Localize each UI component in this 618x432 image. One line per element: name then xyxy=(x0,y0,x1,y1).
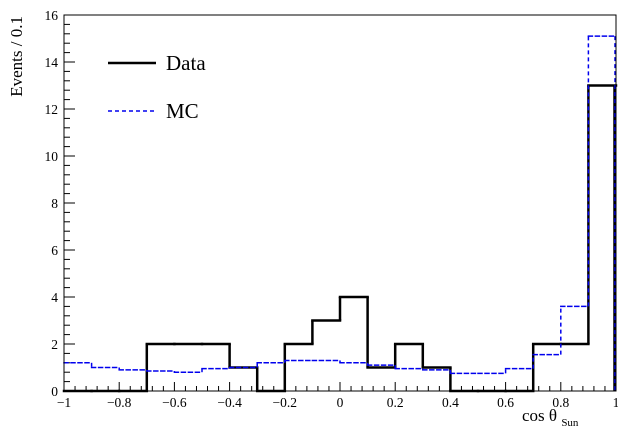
series-layer xyxy=(62,35,618,393)
tick-labels: −1 −0.8 −0.6 −0.4 −0.2 0 0.2 0.4 0.6 0.8 102468101… xyxy=(45,8,618,410)
y-tick-label: 4 xyxy=(51,290,58,305)
x-tick-label: 0.8 xyxy=(552,395,569,410)
legend: Data MC xyxy=(108,51,206,123)
y-tick-label: 16 xyxy=(45,8,59,23)
y-tick-label: 2 xyxy=(51,337,58,352)
x-tick-label: −1 xyxy=(57,395,71,410)
x-tick-label: 0.2 xyxy=(387,395,404,410)
x-tick-label: −0.2 xyxy=(273,395,298,410)
legend-label-mc: MC xyxy=(166,99,199,123)
y-tick-label: 12 xyxy=(45,102,59,117)
y-tick-label: 6 xyxy=(51,243,58,258)
x-tick-label: −0.8 xyxy=(107,395,132,410)
series-mc xyxy=(63,35,617,391)
x-tick-label: 1 xyxy=(613,395,618,410)
axis-ticks xyxy=(63,14,617,392)
plot-frame xyxy=(63,14,617,392)
y-tick-label: 14 xyxy=(45,55,59,70)
y-axis-label: Events / 0.1 xyxy=(7,16,26,97)
x-tick-label: 0.4 xyxy=(442,395,459,410)
x-tick-label: 0.6 xyxy=(497,395,514,410)
y-tick-label: 8 xyxy=(51,196,58,211)
y-tick-label: 0 xyxy=(51,384,58,399)
x-axis-label: cos θ Sun xyxy=(522,406,579,429)
y-tick-label: 10 xyxy=(45,149,59,164)
x-tick-label: −0.6 xyxy=(162,395,187,410)
series-data xyxy=(62,84,618,393)
x-tick-label: −0.4 xyxy=(217,395,242,410)
x-axis-label-main: cos θ xyxy=(522,406,557,425)
x-tick-label: 0 xyxy=(337,395,344,410)
legend-label-data: Data xyxy=(166,51,206,75)
x-axis-label-subscript: Sun xyxy=(561,417,579,429)
